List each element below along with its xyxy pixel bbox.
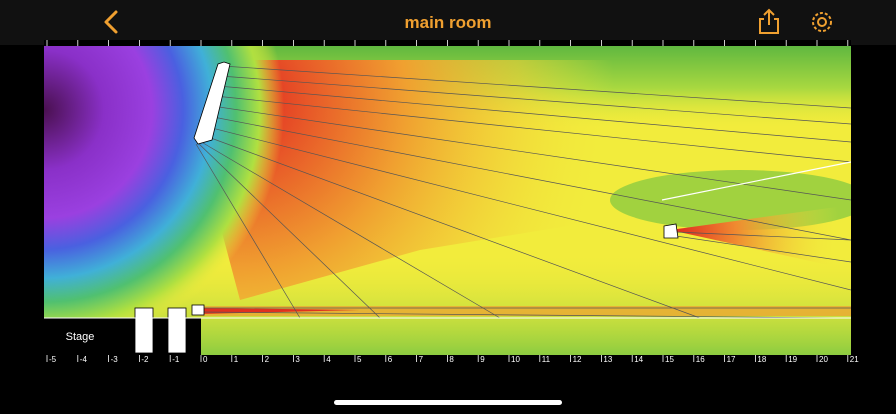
ruler-label: -1 [172, 355, 180, 364]
ruler-label: 15 [665, 355, 674, 364]
ruler-label: 19 [788, 355, 797, 364]
ruler-label: 20 [819, 355, 828, 364]
ruler-label: 0 [203, 355, 208, 364]
ruler-label: 17 [727, 355, 736, 364]
ruler-label: 8 [449, 355, 454, 364]
ruler-label: 1 [234, 355, 239, 364]
ruler-label: 14 [634, 355, 643, 364]
ruler-label: 4 [326, 355, 331, 364]
ruler-label: 10 [511, 355, 520, 364]
ruler-label: -3 [111, 355, 119, 364]
ruler-label: 7 [419, 355, 424, 364]
ruler-label: 11 [542, 355, 551, 364]
home-indicator [334, 400, 562, 405]
title: main room [405, 13, 492, 32]
back-button[interactable] [104, 10, 118, 34]
nav-bar [0, 0, 896, 45]
ruler-label: 13 [603, 355, 612, 364]
ruler-label: 12 [573, 355, 582, 364]
ruler-label: 6 [388, 355, 393, 364]
stage-label: Stage [66, 331, 95, 343]
ruler-label: 16 [696, 355, 705, 364]
settings-button[interactable] [812, 12, 832, 32]
ruler-label: -4 [80, 355, 88, 364]
ruler-label: -5 [49, 355, 57, 364]
ruler-label: 3 [295, 355, 300, 364]
ruler-label: 2 [265, 355, 270, 364]
heatmap [44, 46, 851, 355]
share-button[interactable] [759, 8, 779, 34]
ruler-label: 9 [480, 355, 485, 364]
ruler-label: 5 [357, 355, 362, 364]
ruler-label: 21 [850, 355, 859, 364]
ruler-label: -2 [141, 355, 149, 364]
ruler-label: 18 [757, 355, 766, 364]
